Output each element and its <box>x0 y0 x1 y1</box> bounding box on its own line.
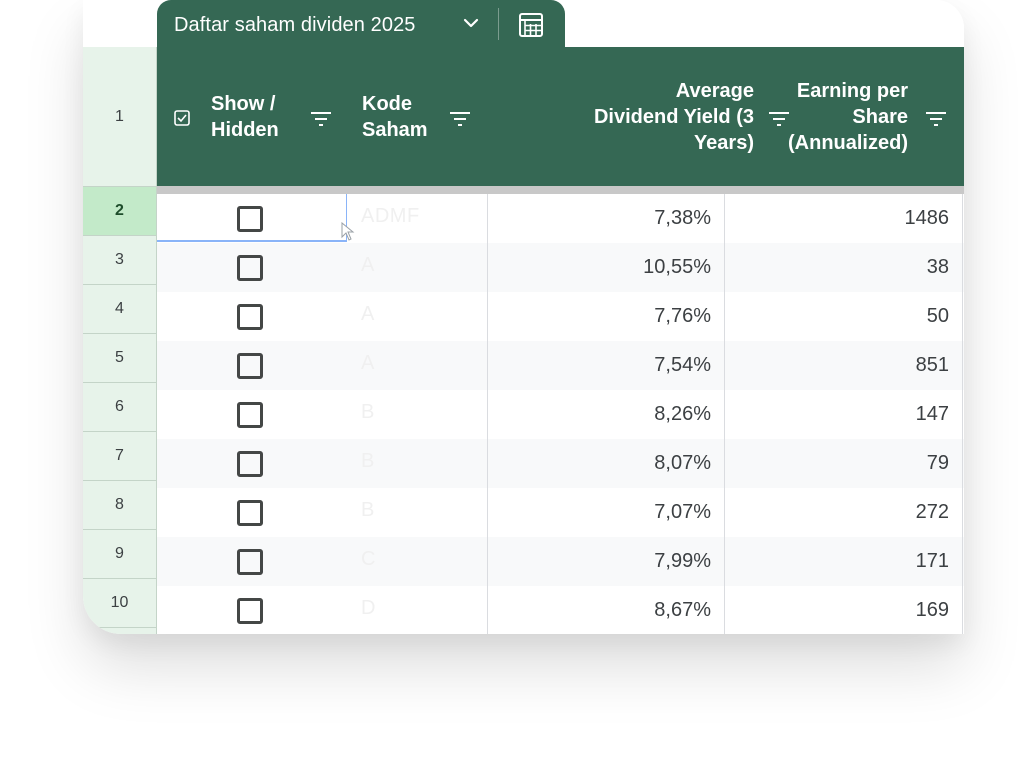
eps-cell[interactable]: 147 <box>915 403 949 425</box>
dividend-yield-cell[interactable]: 10,55% <box>643 256 711 278</box>
header-line: (Annualized) <box>788 131 908 154</box>
column-header-dividend-yield[interactable]: Average Dividend Yield (3 Years) <box>502 47 754 186</box>
row-number[interactable]: 3 <box>83 236 156 285</box>
header-line: Earning per <box>796 79 908 102</box>
column-divider <box>962 194 963 634</box>
table-row: B 7,07% 272 <box>157 488 964 537</box>
table-row: D 8,67% 169 <box>157 586 964 634</box>
row-checkbox[interactable] <box>237 549 263 575</box>
column-header-show-hidden[interactable]: Show / Hidden <box>211 47 279 186</box>
tab-divider <box>498 8 499 40</box>
kode-saham-cell[interactable]: A <box>361 352 375 374</box>
eps-cell[interactable]: 79 <box>926 452 949 474</box>
row-number[interactable]: 7 <box>83 432 156 481</box>
dividend-yield-cell[interactable]: 7,38% <box>654 207 711 229</box>
kode-saham-cell[interactable]: A <box>361 254 375 276</box>
table-row: A 7,76% 50 <box>157 292 964 341</box>
checkbox-icon <box>174 110 190 126</box>
row-checkbox[interactable] <box>237 353 263 379</box>
row-checkbox[interactable] <box>237 598 263 624</box>
table-row: C 7,99% 171 <box>157 537 964 586</box>
corner-cell <box>83 0 157 47</box>
eps-cell[interactable]: 169 <box>915 599 949 621</box>
kode-saham-cell[interactable]: ADMF <box>361 205 420 227</box>
header-line: Kode <box>362 92 412 115</box>
kode-saham-cell[interactable]: A <box>361 303 375 325</box>
filter-icon[interactable] <box>925 111 947 127</box>
table-view-icon[interactable] <box>517 11 545 39</box>
header-separator <box>157 186 964 194</box>
table-row: A 7,54% 851 <box>157 341 964 390</box>
kode-saham-cell[interactable]: B <box>361 401 375 423</box>
dividend-yield-cell[interactable]: 8,26% <box>654 403 711 425</box>
header-line: Hidden <box>211 118 279 141</box>
row-number[interactable]: 8 <box>83 481 156 530</box>
filter-icon[interactable] <box>310 111 332 127</box>
row-checkbox[interactable] <box>237 451 263 477</box>
row-number-header[interactable]: 1 <box>83 47 156 187</box>
eps-cell[interactable]: 272 <box>915 501 949 523</box>
row-checkbox[interactable] <box>237 304 263 330</box>
dividend-yield-cell[interactable]: 7,99% <box>654 550 711 572</box>
table-header: Show / Hidden Kode Saham Average Dividen… <box>157 47 964 186</box>
table-row: A 10,55% 38 <box>157 243 964 292</box>
row-number[interactable]: 6 <box>83 383 156 432</box>
dividend-yield-cell[interactable]: 7,54% <box>654 354 711 376</box>
dividend-yield-cell[interactable]: 7,76% <box>654 305 711 327</box>
filter-icon[interactable] <box>768 111 790 127</box>
table-name-tab[interactable]: Daftar saham dividen 2025 <box>157 0 565 48</box>
table-title: Daftar saham dividen 2025 <box>174 14 416 36</box>
kode-saham-cell[interactable]: B <box>361 499 375 521</box>
header-line: Average <box>675 79 754 102</box>
row-checkbox[interactable] <box>237 500 263 526</box>
row-number[interactable]: 4 <box>83 285 156 334</box>
row-number[interactable]: 5 <box>83 334 156 383</box>
row-checkbox[interactable] <box>237 206 263 232</box>
table-row: B 8,26% 147 <box>157 390 964 439</box>
column-divider <box>487 194 488 634</box>
filter-icon[interactable] <box>449 111 471 127</box>
row-number[interactable]: 9 <box>83 530 156 579</box>
table-row: ADMF 7,38% 1486 <box>157 194 964 243</box>
eps-cell[interactable]: 1486 <box>904 207 950 229</box>
kode-saham-cell[interactable]: C <box>361 548 376 570</box>
dividend-yield-cell[interactable]: 8,67% <box>654 599 711 621</box>
eps-cell[interactable]: 38 <box>926 256 949 278</box>
spreadsheet-card: Daftar saham dividen 2025 1 2 3 4 5 6 7 … <box>83 0 964 634</box>
column-header-kode-saham[interactable]: Kode Saham <box>362 47 428 186</box>
eps-cell[interactable]: 851 <box>915 354 949 376</box>
eps-cell[interactable]: 171 <box>915 550 949 572</box>
eps-cell[interactable]: 50 <box>926 305 949 327</box>
header-line: Show / <box>211 92 276 115</box>
row-number[interactable]: 2 <box>83 187 156 236</box>
kode-saham-cell[interactable]: B <box>361 450 375 472</box>
row-number-column: 1 2 3 4 5 6 7 8 9 10 <box>83 47 157 634</box>
chevron-down-icon[interactable] <box>462 14 480 32</box>
table-body: ADMF 7,38% 1486 A 10,55% 38 A 7,76% 50 A… <box>157 194 964 634</box>
table-row: B 8,07% 79 <box>157 439 964 488</box>
header-line: Share <box>852 105 908 128</box>
header-line: Years) <box>693 131 754 154</box>
selected-cell-edge <box>346 194 347 242</box>
row-checkbox[interactable] <box>237 402 263 428</box>
dividend-yield-cell[interactable]: 8,07% <box>654 452 711 474</box>
mouse-cursor-icon <box>341 222 355 241</box>
header-line: Saham <box>362 118 428 141</box>
header-line: Dividend Yield (3 <box>593 105 754 128</box>
column-header-eps[interactable]: Earning per Share (Annualized) <box>788 47 908 186</box>
dividend-yield-cell[interactable]: 7,07% <box>654 501 711 523</box>
row-checkbox[interactable] <box>237 255 263 281</box>
column-divider <box>724 194 725 634</box>
row-number[interactable]: 10 <box>83 579 156 628</box>
kode-saham-cell[interactable]: D <box>361 597 376 619</box>
selected-cell-outline <box>157 194 347 242</box>
